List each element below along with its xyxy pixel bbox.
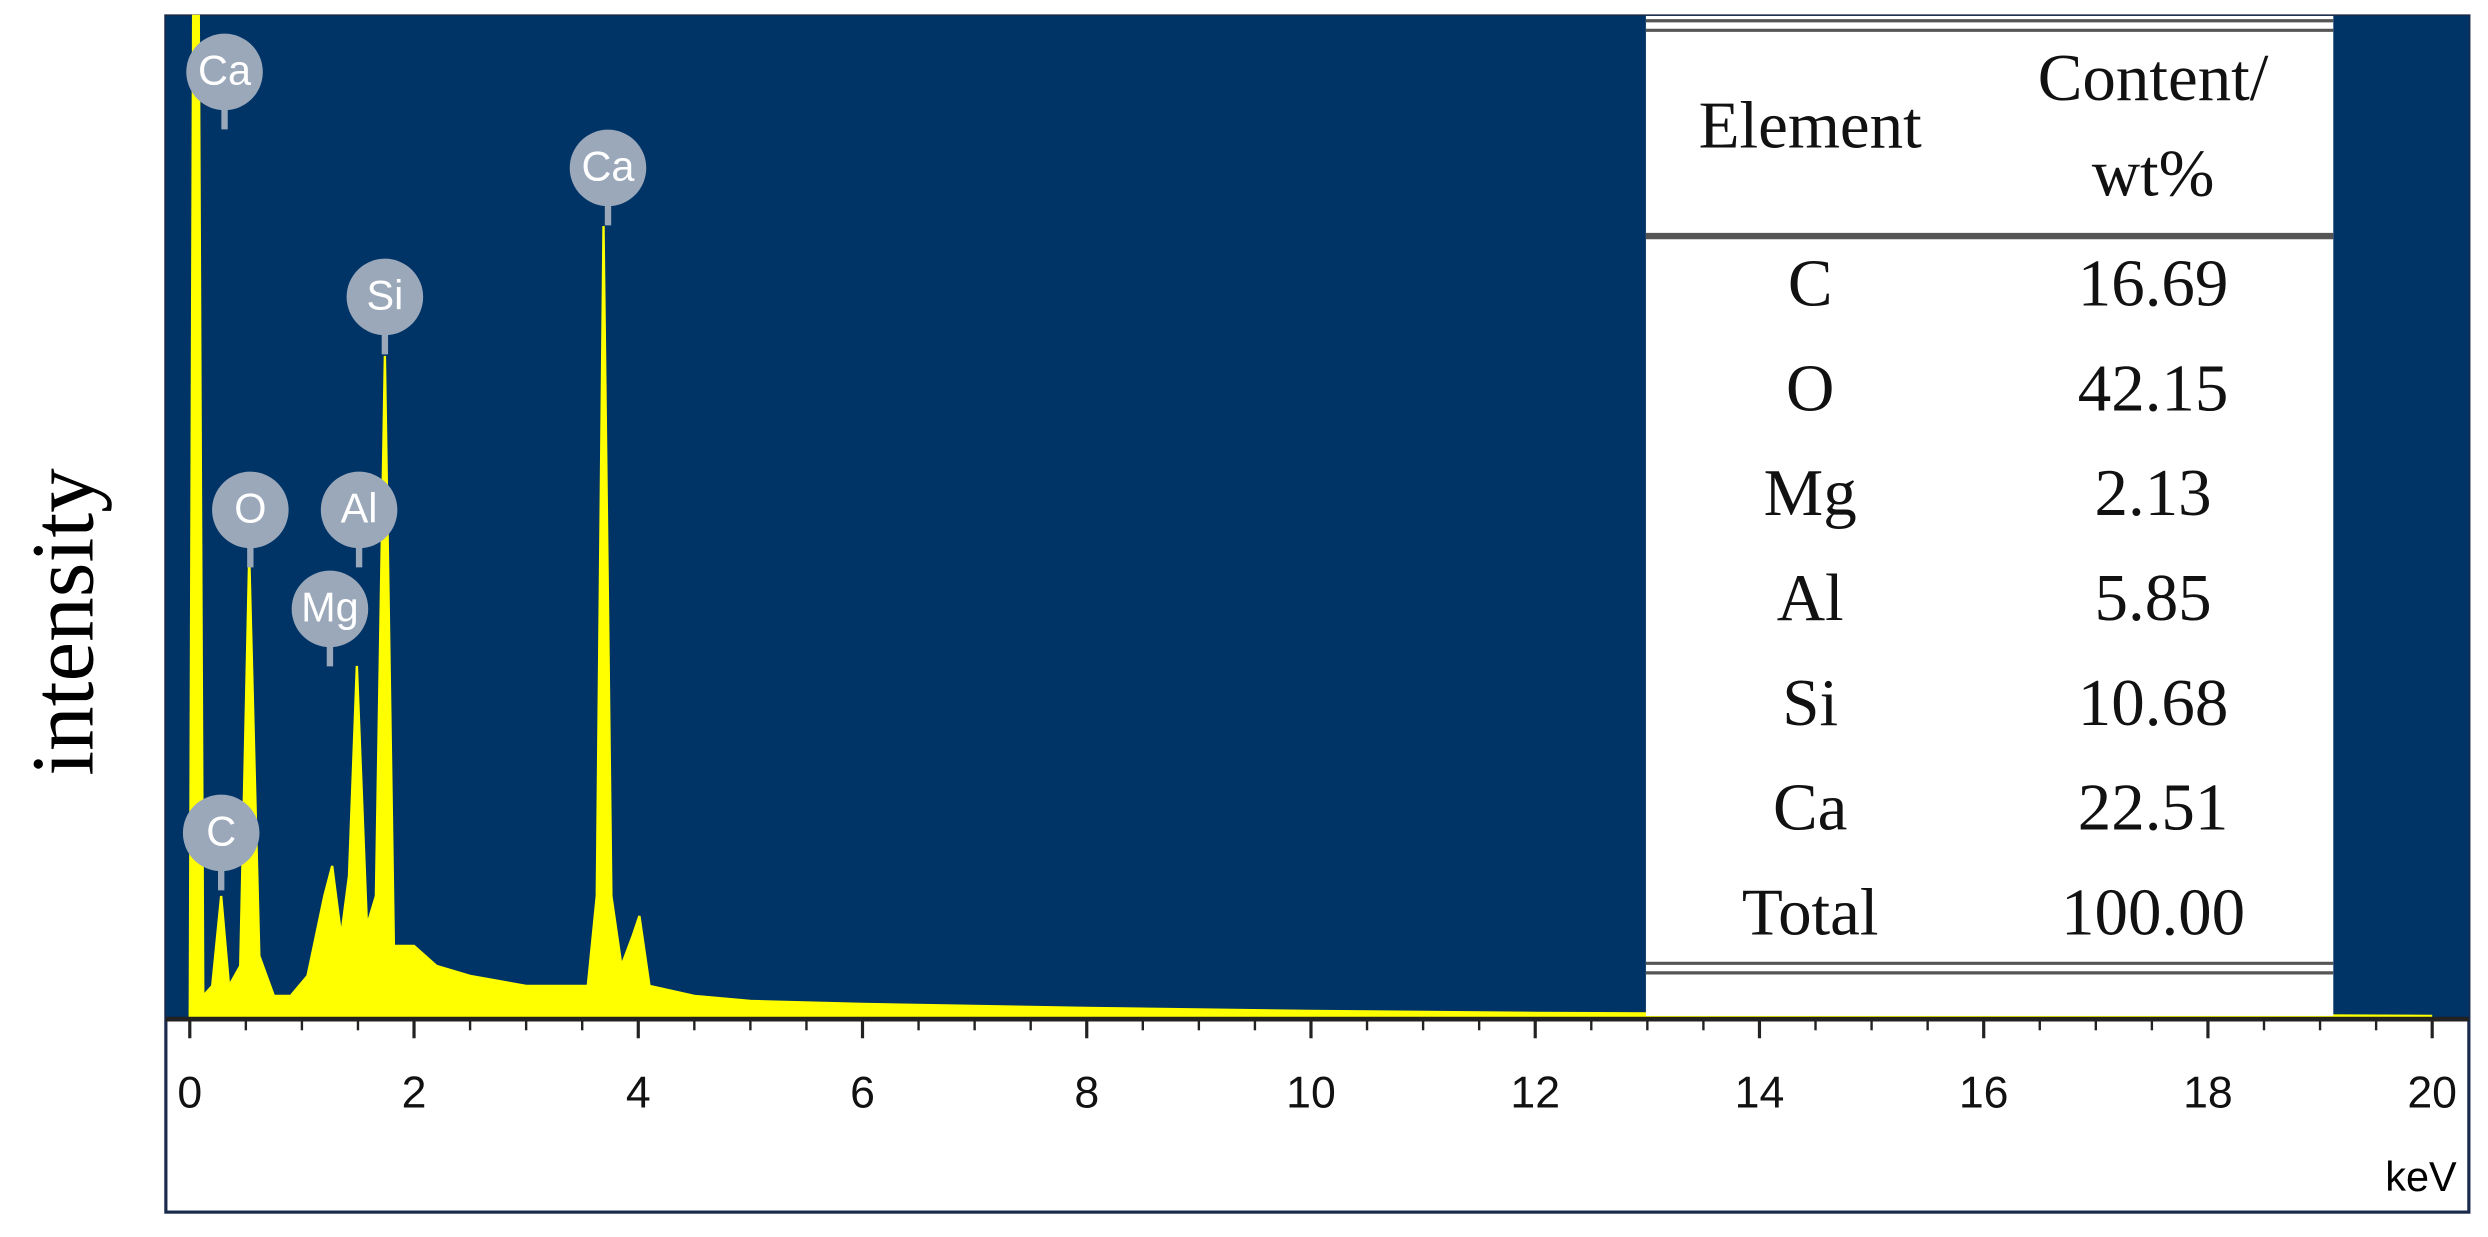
- x-tick-label: 12: [1510, 1068, 1560, 1117]
- x-tick-label: 14: [1735, 1068, 1785, 1117]
- peak-label: Ca: [186, 33, 263, 130]
- peak-label: Si: [346, 258, 424, 355]
- x-tick-label: 20: [2407, 1068, 2457, 1117]
- table-cell: Ca: [1773, 771, 1847, 845]
- x-axis-label: keV: [2385, 1153, 2457, 1200]
- table-header: Element: [1699, 89, 1923, 163]
- table-cell: Mg: [1764, 456, 1857, 530]
- peak-label-text: Ca: [581, 143, 635, 190]
- table-cell: 16.69: [2078, 247, 2229, 321]
- peak-label-badge: [346, 258, 424, 336]
- x-tick-label: 18: [2183, 1068, 2233, 1117]
- table-cell: 2.13: [2094, 456, 2211, 530]
- peak-label-badge: [320, 471, 398, 549]
- table-cell: O: [1786, 351, 1834, 425]
- table-cell: Si: [1782, 666, 1838, 740]
- peak-label-badge: [182, 794, 260, 872]
- x-tick-label: 2: [402, 1068, 427, 1117]
- x-tick-label: 10: [1286, 1068, 1336, 1117]
- table-cell: Total: [1742, 875, 1879, 949]
- table-background: [1645, 15, 2334, 1016]
- table-cell: 22.51: [2078, 771, 2229, 845]
- peak-label-text: Ca: [198, 47, 252, 94]
- peak-label-text: Si: [366, 272, 403, 319]
- peak-label-text: Al: [341, 484, 378, 531]
- spectrum-area: [188, 14, 2433, 1018]
- table-cell: C: [1788, 247, 1833, 321]
- peak-label-text: C: [206, 807, 236, 854]
- x-tick-label: 16: [1959, 1068, 2009, 1117]
- x-tick-label: 8: [1074, 1068, 1099, 1117]
- x-tick-label: 6: [850, 1068, 875, 1117]
- x-tick-label: 0: [177, 1068, 202, 1117]
- peak-label: Mg: [291, 570, 369, 667]
- peak-label: C: [182, 794, 260, 891]
- y-axis-label: intensity: [13, 468, 112, 776]
- peak-label-badge: [186, 33, 263, 111]
- peak-label-text: O: [234, 484, 266, 531]
- table-cell: 10.68: [2078, 666, 2229, 740]
- peak-label: Al: [320, 471, 398, 568]
- peak-label-badge: [291, 570, 369, 648]
- table-cell: 5.85: [2094, 561, 2211, 635]
- peak-label-badge: [569, 129, 647, 207]
- table-header: Content/: [2038, 41, 2269, 115]
- table-cell: 100.00: [2061, 875, 2245, 949]
- content-table: Element Content/wt% C 16.69 O 42.15 Mg 2.13 Al 5.…: [1645, 15, 2334, 1016]
- peak-label-text: Mg: [301, 583, 359, 630]
- table-header: wt%: [2092, 137, 2215, 211]
- x-tick-label: 4: [626, 1068, 651, 1117]
- table-cell: Al: [1777, 561, 1844, 635]
- peak-label-badge: [212, 471, 289, 549]
- peak-label: Ca: [569, 129, 647, 226]
- peak-label: O: [212, 471, 289, 568]
- table-cell: 42.15: [2078, 351, 2229, 425]
